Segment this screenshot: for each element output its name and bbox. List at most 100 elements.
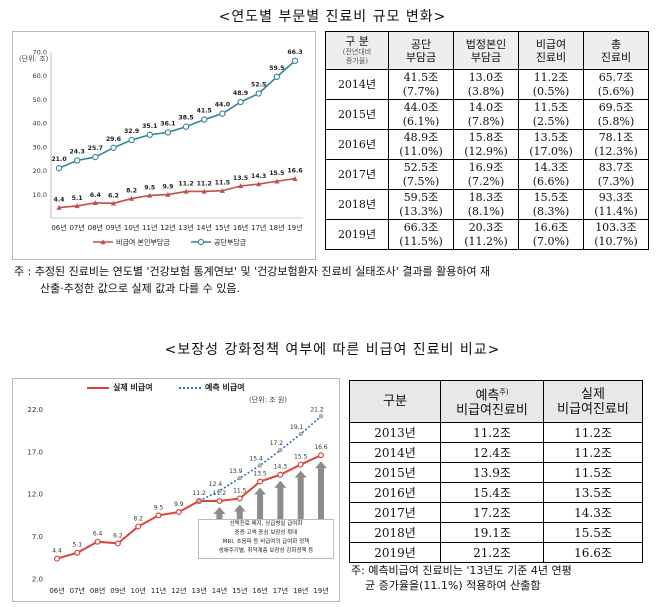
- chart2-x-tick-label: 06년: [49, 586, 64, 595]
- table1-growth: (11.5%): [399, 234, 443, 248]
- chart2-forecast-point: [237, 476, 242, 481]
- table2-header-forecast-sub: 비급여진료비: [456, 403, 528, 419]
- table1-value-cell: 44.0조 (6.1%): [388, 99, 454, 130]
- table1-growth: (7.0%): [532, 234, 570, 248]
- table1-value-cell: 83.7조 (7.3%): [583, 159, 649, 190]
- chart1-legend-nonpay-marker: [100, 239, 106, 245]
- table2-actual-cell: 11.2조: [543, 442, 643, 463]
- table2-header-forecast-label: 예측: [475, 388, 500, 404]
- chart1-legend-public-marker: [197, 238, 205, 246]
- table1-growth: (5.6%): [597, 84, 635, 98]
- chart2-actual-label: 6.4: [93, 531, 103, 538]
- chart1-point: [164, 129, 172, 136]
- table1-amount: 18.3조: [468, 190, 504, 204]
- table2-actual-cell: 11.2조: [543, 422, 643, 443]
- chart2-forecast-point: [197, 498, 202, 504]
- chart2-actual-label: 8.2: [133, 515, 143, 522]
- table1-amount: 48.9조: [403, 130, 439, 144]
- chart2-actual-point: [155, 512, 162, 519]
- table1-value-cell: 69.5조 (5.8%): [583, 99, 649, 130]
- chart1-panel: 10.0 20.0 30.0 40.0 50.0 60.0 70.0 06년 07년 08년 09년…: [12, 31, 316, 260]
- chart2-x-tick-label: 11년: [151, 586, 166, 595]
- chart2-x-tick-label: 12년: [171, 586, 186, 595]
- table2-header-category: 구분: [349, 380, 441, 423]
- table1-growth: (0.5%): [532, 84, 570, 98]
- chart1-x-tick-label: 18년: [269, 223, 284, 232]
- table2-header-forecast: 예측주) 비급여진료비: [440, 380, 544, 423]
- chart1-x-tick-label: 06년: [51, 223, 66, 232]
- chart1-point: [74, 203, 80, 209]
- chart2-actual-point: [53, 555, 60, 562]
- policy-line-1: 선택진료 폐지, 상급병실 급여화: [229, 521, 303, 527]
- chart1-point: [291, 57, 299, 64]
- table1-growth: (6.1%): [402, 114, 440, 128]
- chart2-y-tick-label: 12.0: [27, 491, 43, 499]
- table1-value-cell: 48.9조 (11.0%): [388, 129, 454, 160]
- chart2-forecast-label: 19.1: [290, 424, 304, 431]
- chart1-point: [92, 200, 98, 206]
- table1-value-cell: 65.7조 (5.6%): [583, 69, 649, 100]
- table1-amount: 15.5조: [533, 190, 569, 204]
- chart2-actual-label: 5.1: [73, 542, 83, 549]
- chart2-y-tick-label: 22.0: [27, 406, 43, 414]
- table1-header-nonpay: 비급여 진료비: [518, 31, 584, 70]
- chart2-x-tick-label: 19년: [313, 586, 328, 595]
- chart1-x-tick-label: 17년: [251, 223, 266, 232]
- chart1-x-tick-label: 08년: [88, 223, 103, 232]
- table2-actual-cell: 14.3조: [543, 502, 643, 523]
- table2-forecast-cell: 12.4조: [440, 442, 544, 463]
- table1-value-cell: 103.3조 (10.7%): [583, 219, 649, 250]
- policy-note-box: 선택진료 폐지, 상급병실 급여화 중증·고액 중심 보장성 확대 MRI, 초…: [198, 519, 334, 559]
- chart2-forecast-label: 17.2: [270, 440, 284, 447]
- table1-growth: (2.5%): [532, 114, 570, 128]
- table1-header-category: 구 분 (전년대비 증가율): [325, 31, 389, 70]
- chart2-x-tick-label: 15년: [232, 586, 247, 595]
- table1-value-cell: 15.5조 (8.3%): [518, 189, 584, 220]
- chart2-y-tick-label: 17.0: [27, 448, 43, 456]
- table1-value-cell: 15.8조 (12.9%): [453, 129, 519, 160]
- chart1-data-label: 38.5: [178, 115, 193, 122]
- table2-year-cell: 2018년: [349, 522, 441, 543]
- chart1-point: [256, 181, 262, 187]
- chart2-x-tick-label: 18년: [293, 586, 308, 595]
- chart2-panel: 2.0 7.0 12.0 17.0 22.0 06년 07년 08년 09년 10년 11년 12년 1…: [12, 378, 340, 602]
- chart2-x-tick-label: 10년: [131, 586, 146, 595]
- note1: 주 : 추정된 진료비는 연도별 '건강보험 통계연보' 및 '건강보험환자 진…: [14, 263, 654, 297]
- chart2-section-title: <보장성 강화정책 여부에 따른 비급여 진료비 비교>: [164, 342, 501, 358]
- chart1-point: [92, 153, 99, 161]
- chart2-actual-point: [236, 495, 243, 502]
- table1-value-cell: 16.9조 (7.2%): [453, 159, 519, 190]
- table2-year-cell: 2019년: [349, 542, 441, 563]
- table1-amount: 16.6조: [533, 220, 569, 234]
- table2-forecast-cell: 21.2조: [440, 542, 544, 563]
- chart1-point: [255, 90, 262, 97]
- chart1-point: [182, 123, 190, 130]
- chart1-data-label: 32.9: [124, 128, 139, 135]
- chart1-x-tick-label: 12년: [160, 223, 175, 232]
- chart1-point: [201, 116, 208, 123]
- table1-amount: 69.5조: [598, 100, 634, 114]
- table1-row: 2015년 44.0조 (6.1%) 14.0조 (7.8%) 11.5조 (2.5%) 69…: [325, 99, 649, 130]
- table1-amount: 66.3조: [403, 220, 439, 234]
- chart1-point: [146, 131, 153, 138]
- table2-body: 2013년 11.2조 11.2조 2014년 12.4조 11.2조 2015년 13.9조…: [349, 422, 643, 563]
- table1-amount: 41.5조: [403, 70, 439, 84]
- chart1-data-label: 8.2: [126, 188, 137, 195]
- chart1-x-tick-label: 15년: [215, 223, 230, 232]
- chart1-point: [273, 73, 280, 81]
- chart1-point: [110, 144, 117, 151]
- policy-arrow-shaft: [318, 467, 324, 554]
- chart2-actual-point: [257, 478, 264, 485]
- chart2-actual-point: [277, 471, 284, 478]
- chart1-x-tick-label: 19년: [287, 223, 302, 232]
- chart1-y-tick-label: 50.0: [33, 96, 47, 104]
- table1-amount: 11.2조: [533, 70, 569, 84]
- table2-row: 2019년 21.2조 16.6조: [349, 542, 643, 563]
- chart2-forecast-point: [318, 414, 324, 419]
- chart1-data-label: 25.7: [88, 145, 103, 152]
- table2-header-actual-label: 실제: [581, 386, 605, 402]
- table1-amount: 65.7조: [598, 70, 634, 84]
- chart1-data-label: 44.0: [215, 102, 231, 109]
- note2-line1: 주: 예측비급여 진료비는 '13년도 기준 4년 연평: [351, 564, 572, 577]
- chart1-data-label: 35.1: [142, 123, 157, 130]
